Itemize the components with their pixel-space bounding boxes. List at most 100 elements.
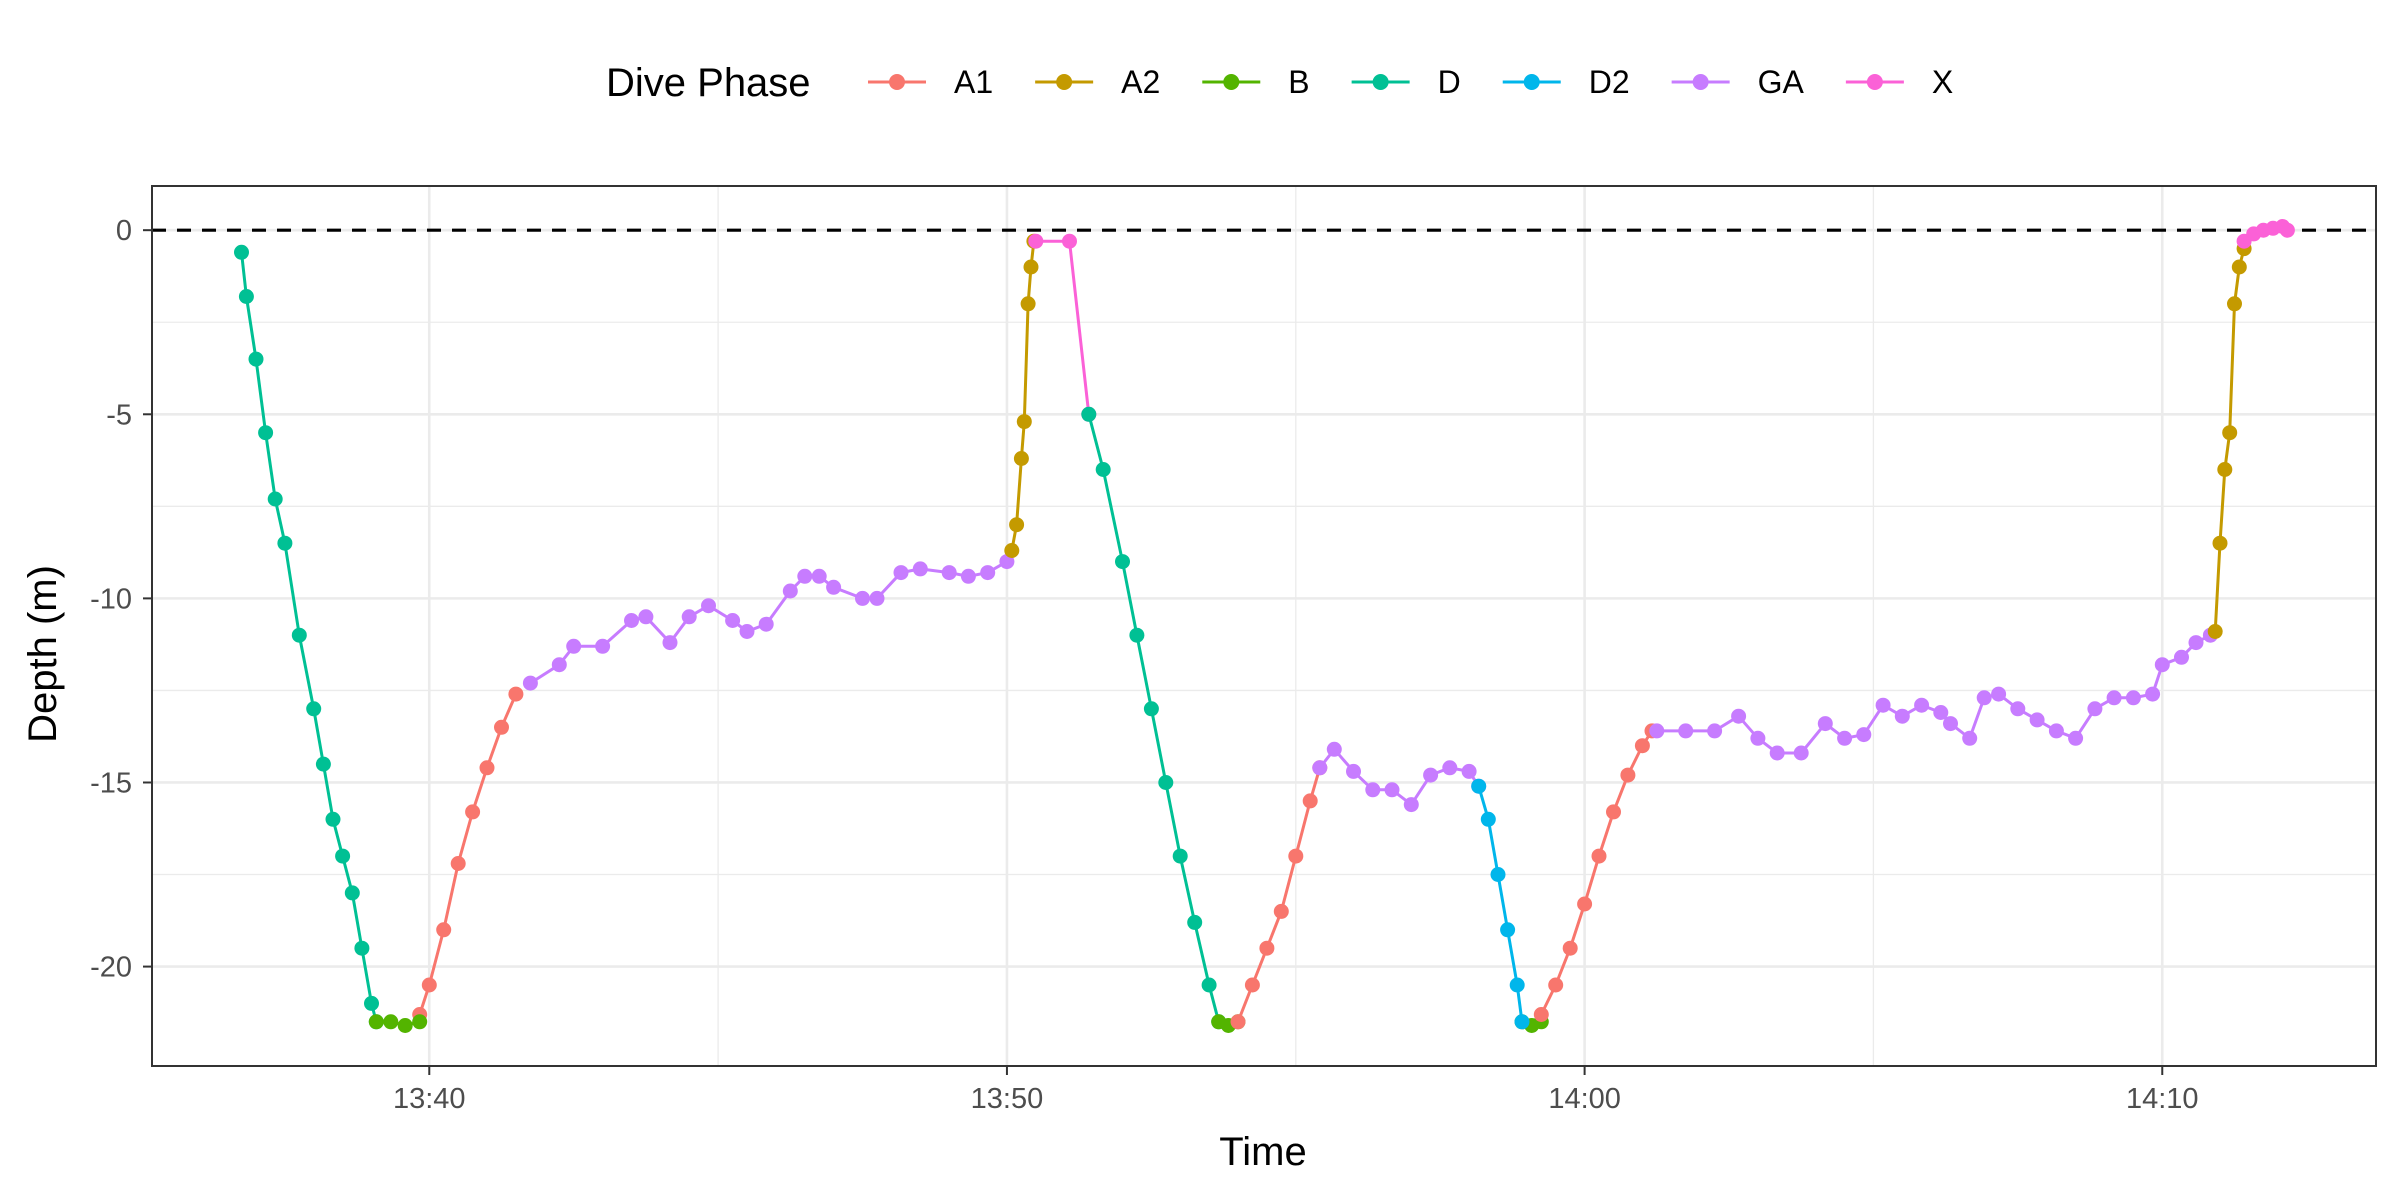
- data-point-d: [315, 756, 331, 772]
- data-point-d: [1158, 775, 1174, 790]
- data-point-d: [1143, 701, 1159, 717]
- data-point-a2: [2222, 425, 2238, 441]
- legend-label: D2: [1589, 64, 1630, 100]
- data-point-a1: [450, 856, 466, 871]
- data-point-ga: [522, 675, 538, 691]
- data-point-ga: [739, 624, 755, 639]
- data-point-a1: [1620, 767, 1636, 783]
- data-point-ga: [1326, 741, 1342, 757]
- data-point-ga: [701, 598, 716, 614]
- series-ga: [1312, 627, 2218, 813]
- data-point-ga: [2106, 690, 2122, 706]
- data-point-ga: [2154, 657, 2170, 673]
- data-point-d: [354, 940, 370, 956]
- data-point-ga: [2087, 701, 2103, 717]
- data-point-ga: [1750, 730, 1766, 746]
- data-point-b: [383, 1014, 399, 1030]
- legend-item-ga: GA: [1671, 64, 1805, 100]
- data-point-ga: [960, 568, 976, 584]
- data-point-d: [258, 425, 274, 441]
- data-point-ga: [1943, 716, 1958, 732]
- data-point-ga: [551, 657, 567, 673]
- data-point-d2: [1514, 1014, 1530, 1030]
- legend-key-point: [1372, 74, 1389, 90]
- data-point-d: [1095, 462, 1111, 477]
- data-point-a2: [2217, 462, 2233, 477]
- legend-key-point: [1692, 74, 1709, 90]
- data-point-ga: [2068, 730, 2084, 746]
- data-point-a2: [2212, 535, 2228, 551]
- data-point-ga: [1817, 716, 1833, 732]
- legend: Dive Phase A1 A2 B D D2 GA X: [606, 61, 1953, 105]
- data-point-ga: [1365, 782, 1381, 798]
- grid-major: [152, 186, 2376, 1066]
- y-tick-label: -10: [90, 583, 132, 615]
- x-tick-label: 14:10: [2126, 1083, 2199, 1115]
- series-a1: [1230, 723, 1660, 1030]
- data-point-ga: [1894, 708, 1910, 724]
- data-point-a1: [1634, 738, 1650, 754]
- data-point-ga: [2125, 690, 2141, 706]
- data-point-a2: [2231, 259, 2247, 275]
- data-point-a2: [1023, 259, 1039, 275]
- data-point-a1: [1273, 903, 1289, 919]
- data-point-ga: [1403, 797, 1419, 813]
- data-point-a2: [1004, 543, 1020, 558]
- plot-area: [151, 185, 2377, 1067]
- data-point-ga: [725, 613, 741, 628]
- x-tick-label: 13:50: [971, 1083, 1044, 1115]
- data-point-ga: [1933, 705, 1949, 720]
- legend-item-d: D: [1351, 64, 1461, 100]
- data-point-a1: [1259, 940, 1275, 956]
- data-point-ga: [1649, 723, 1665, 739]
- data-point-ga: [893, 565, 909, 581]
- legend-label: D: [1438, 64, 1461, 100]
- legend-item-a1: A1: [868, 64, 993, 100]
- data-point-ga: [2188, 635, 2204, 651]
- data-point-ga: [2010, 701, 2026, 717]
- data-point-d: [1201, 977, 1217, 993]
- legend-label: B: [1288, 64, 1309, 100]
- data-point-ga: [1731, 708, 1747, 724]
- panel-background: [152, 186, 2376, 1066]
- data-point-a1: [465, 804, 481, 820]
- data-point-ga: [681, 609, 697, 625]
- data-point-d: [267, 491, 283, 507]
- data-point-ga: [1976, 690, 1992, 706]
- series-a2: [1004, 233, 1042, 558]
- data-point-d: [1172, 848, 1188, 864]
- legend-items: A1 A2 B D D2 GA X: [868, 64, 1953, 100]
- data-point-a1: [1302, 793, 1318, 809]
- data-point-ga: [855, 590, 870, 606]
- data-point-d2: [1490, 867, 1506, 882]
- legend-item-x: X: [1845, 64, 1953, 100]
- data-point-d: [1115, 554, 1130, 570]
- data-point-b: [412, 1014, 428, 1030]
- data-point-ga: [1384, 782, 1400, 798]
- x-axis: 13:40 13:50 14:00 14:10: [393, 1066, 2199, 1115]
- data-point-d2: [1509, 977, 1525, 993]
- data-point-a1: [1591, 848, 1607, 864]
- data-point-a1: [1244, 977, 1260, 993]
- data-point-a1: [421, 977, 437, 993]
- data-point-d: [248, 351, 264, 367]
- data-point-ga: [797, 568, 813, 584]
- data-point-d: [277, 535, 293, 551]
- data-point-d: [1081, 406, 1097, 422]
- data-point-ga: [2048, 723, 2064, 739]
- data-point-d: [1187, 914, 1203, 930]
- data-point-b: [368, 1014, 384, 1030]
- data-point-ga: [2029, 712, 2045, 728]
- data-point-d: [238, 289, 254, 304]
- legend-key-point: [889, 74, 905, 90]
- y-tick-label: -15: [90, 767, 132, 799]
- data-point-a2: [1020, 296, 1036, 312]
- data-point-ga: [2174, 649, 2189, 665]
- data-point-ga: [869, 590, 885, 606]
- data-point-ga: [566, 638, 582, 654]
- legend-label: GA: [1758, 64, 1805, 100]
- data-point-ga: [1875, 697, 1891, 713]
- data-point-ga: [826, 579, 842, 595]
- data-point-d: [1129, 627, 1145, 643]
- legend-title: Dive Phase: [606, 61, 811, 105]
